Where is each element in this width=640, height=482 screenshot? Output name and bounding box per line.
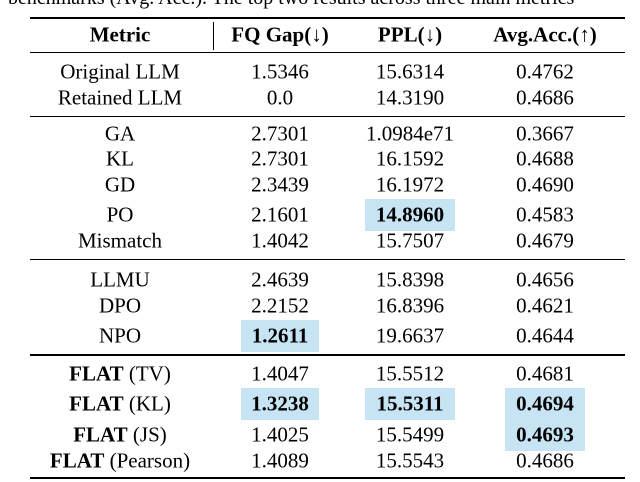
value-cell: 14.8960 <box>375 202 445 227</box>
value-cell: 1.4047 <box>251 361 309 386</box>
value-cell: 15.5499 <box>375 422 445 447</box>
header-rule <box>30 52 625 53</box>
value-cell: 15.8398 <box>375 267 445 292</box>
value-cell: 16.1972 <box>375 172 445 197</box>
value-cell: 1.4042 <box>251 228 309 253</box>
highlight <box>505 388 585 420</box>
top-rule <box>30 17 625 19</box>
value-cell: 14.3190 <box>375 85 445 110</box>
metric-text: Original LLM <box>60 59 180 84</box>
metric-text: (KL) <box>128 391 171 416</box>
bottom-rule <box>30 477 625 479</box>
metric-text: LLMU <box>90 267 150 292</box>
value-cell: 2.2152 <box>251 293 309 318</box>
value-cell: 0.4690 <box>516 172 574 197</box>
value-cell: 0.0 <box>266 85 294 110</box>
metric-cell: KL <box>106 147 134 172</box>
value-cell: 15.5311 <box>376 391 444 416</box>
metric-bold: FLAT <box>69 391 124 416</box>
metric-cell: FLAT (KL) <box>69 392 171 417</box>
value-cell: 15.7507 <box>375 228 445 253</box>
value-cell: 1.4089 <box>251 448 309 473</box>
column-header: FQ Gap(↓) <box>231 22 329 47</box>
value-cell: 0.4693 <box>516 422 574 447</box>
metric-cell: LLMU <box>90 268 150 293</box>
column-header: PPL(↓) <box>377 22 443 47</box>
metric-text: GA <box>104 121 136 146</box>
value-cell: 2.4639 <box>251 267 309 292</box>
metric-text: GD <box>104 172 136 197</box>
value-cell: 0.4686 <box>516 85 574 110</box>
value-cell: 1.3238 <box>251 391 309 416</box>
group-rule <box>30 116 625 117</box>
value-cell: 0.4644 <box>516 323 574 348</box>
metric-cell: GD <box>105 173 135 198</box>
value-cell: 16.1592 <box>375 146 445 171</box>
metric-text: (Pearson) <box>109 448 191 473</box>
value-cell: 0.4762 <box>516 59 574 84</box>
metric-text: PO <box>106 202 134 227</box>
value-cell: 0.3667 <box>516 121 574 146</box>
value-cell: 0.4681 <box>516 361 574 386</box>
highlight <box>241 388 319 420</box>
value-cell: 15.5512 <box>375 361 445 386</box>
value-cell: 0.4583 <box>516 202 574 227</box>
metric-cell: FLAT (TV) <box>69 362 171 387</box>
value-cell: 1.4025 <box>251 422 309 447</box>
metric-text: KL <box>106 146 134 171</box>
value-cell: 0.4679 <box>516 228 574 253</box>
value-cell: 0.4688 <box>516 146 574 171</box>
value-cell: 0.4686 <box>516 448 574 473</box>
metric-bold: FLAT <box>69 361 124 386</box>
value-cell: 2.3439 <box>251 172 309 197</box>
column-header: Metric <box>89 22 151 47</box>
value-cell: 0.4656 <box>516 267 574 292</box>
value-cell: 0.4621 <box>516 293 574 318</box>
metric-text: (TV) <box>128 361 171 386</box>
metric-cell: NPO <box>99 324 141 349</box>
metric-text: Mismatch <box>78 228 162 253</box>
highlight <box>241 320 319 352</box>
value-cell: 15.5543 <box>375 448 445 473</box>
value-cell: 2.7301 <box>251 121 309 146</box>
value-cell: 19.6637 <box>375 323 445 348</box>
metric-cell: FLAT (JS) <box>73 423 167 448</box>
metric-text: DPO <box>98 293 142 318</box>
group-rule <box>30 354 625 356</box>
metric-cell: Original LLM <box>60 60 180 85</box>
value-cell: 1.0984e71 <box>365 121 455 146</box>
value-cell: 0.4694 <box>516 391 574 416</box>
value-cell: 15.6314 <box>375 59 445 84</box>
metric-cell: DPO <box>99 294 141 319</box>
value-cell: 1.2611 <box>251 323 309 348</box>
highlight <box>505 419 585 451</box>
header-divider <box>213 22 214 50</box>
column-header: Avg.Acc.(↑) <box>493 22 597 47</box>
metric-cell: PO <box>107 203 134 228</box>
value-cell: 1.5346 <box>251 59 309 84</box>
metric-cell: Retained LLM <box>58 86 182 111</box>
group-rule <box>30 259 625 260</box>
value-cell: 2.1601 <box>251 202 309 227</box>
metric-bold: FLAT <box>49 448 105 473</box>
caption: benchmarks (Avg. Acc.). The top two resu… <box>8 0 574 10</box>
highlight <box>365 199 455 231</box>
value-cell: 2.7301 <box>251 146 309 171</box>
metric-cell: Mismatch <box>78 229 162 254</box>
metric-cell: GA <box>105 122 135 147</box>
metric-bold: FLAT <box>73 422 128 447</box>
value-cell: 16.8396 <box>375 293 445 318</box>
metric-text: Retained LLM <box>57 85 183 110</box>
metric-cell: FLAT (Pearson) <box>50 449 190 474</box>
metric-text: NPO <box>98 323 142 348</box>
highlight <box>365 388 455 420</box>
metric-text: (JS) <box>132 422 167 447</box>
